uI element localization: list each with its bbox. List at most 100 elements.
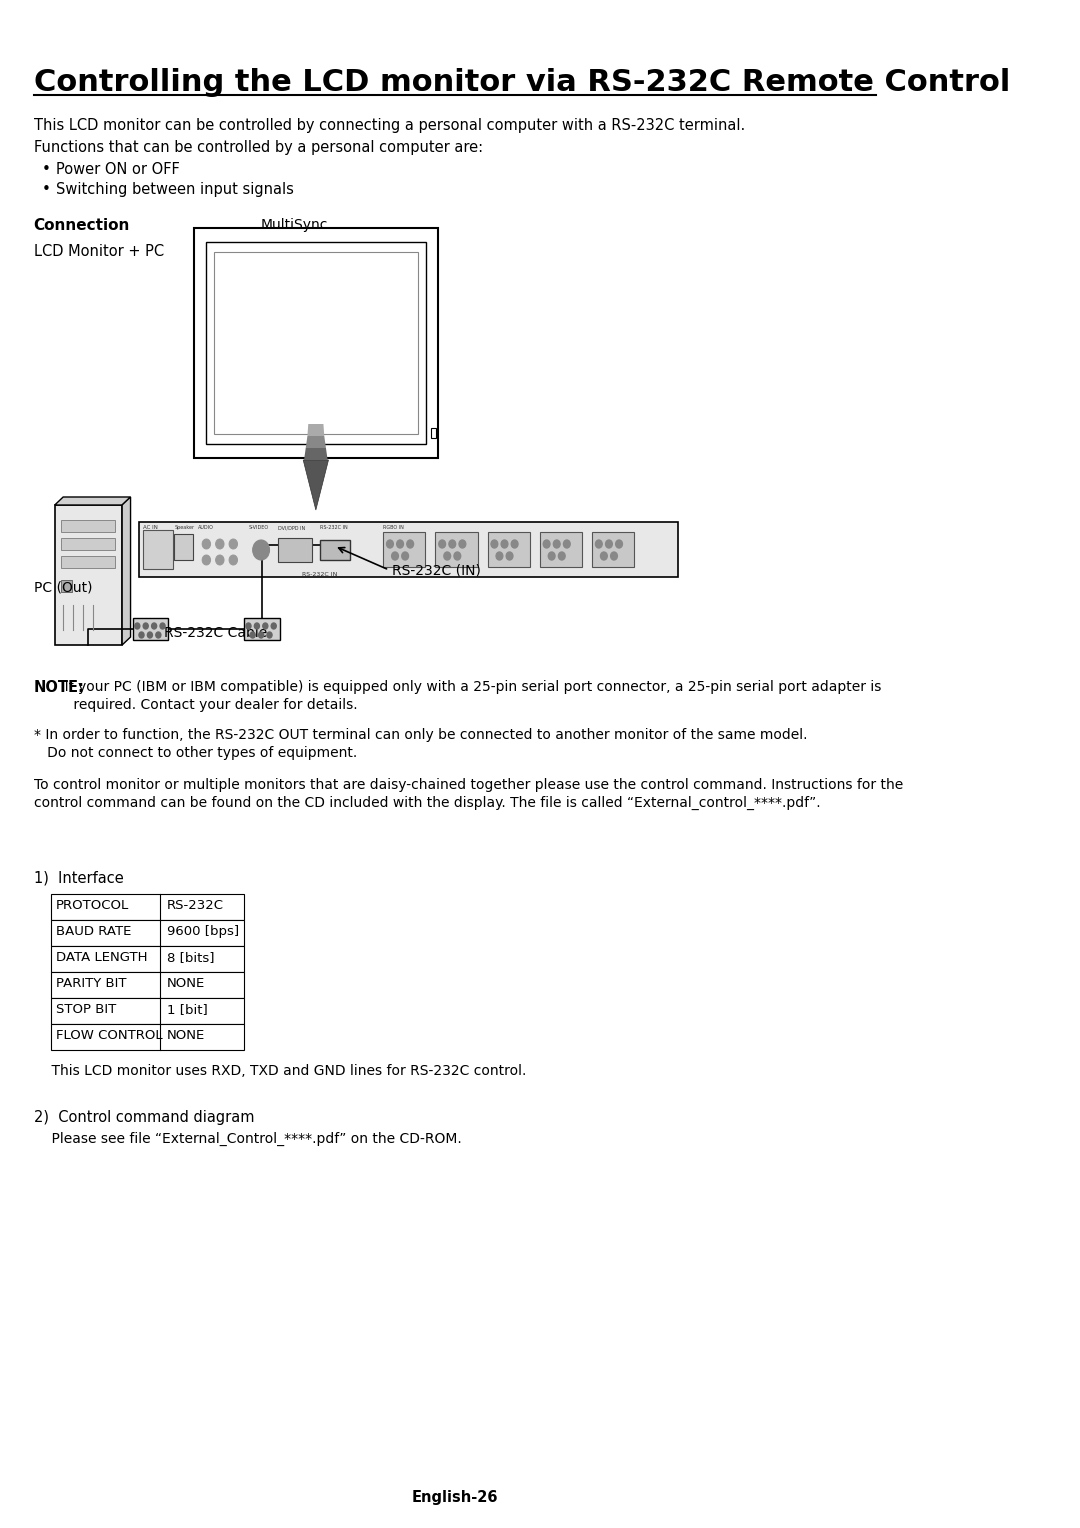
Bar (383, 532, 426, 567)
Bar (488, 532, 530, 567)
Circle shape (151, 623, 157, 630)
Circle shape (549, 552, 555, 559)
Bar (320, 539, 350, 559)
Circle shape (262, 623, 268, 630)
Circle shape (229, 555, 238, 565)
Text: RS-232C IN: RS-232C IN (302, 571, 338, 578)
Bar (51, 946, 244, 972)
Text: Do not connect to other types of equipment.: Do not connect to other types of equipme… (33, 746, 356, 759)
Circle shape (396, 539, 404, 549)
Bar (193, 228, 438, 458)
Circle shape (216, 555, 224, 565)
Text: BAUD RATE: BAUD RATE (55, 924, 131, 938)
Text: NONE: NONE (166, 976, 205, 990)
Text: DVI/DPD IN: DVI/DPD IN (278, 526, 306, 530)
Text: Controlling the LCD monitor via RS-232C Remote Control: Controlling the LCD monitor via RS-232C … (33, 69, 1010, 96)
Circle shape (438, 539, 446, 549)
Text: STOP BIT: STOP BIT (55, 1002, 116, 1016)
Text: RS-232C IN: RS-232C IN (320, 526, 348, 530)
Circle shape (144, 623, 148, 630)
Text: NONE: NONE (166, 1028, 205, 1042)
Text: * In order to function, the RS-232C OUT terminal can only be connected to anothe: * In order to function, the RS-232C OUT … (33, 727, 807, 743)
Text: PC (Out): PC (Out) (33, 581, 92, 594)
Bar (435, 532, 477, 567)
Circle shape (595, 539, 603, 549)
Text: 1 [bit]: 1 [bit] (166, 1002, 207, 1016)
Circle shape (135, 623, 139, 630)
Text: LCD Monitor + PC: LCD Monitor + PC (33, 244, 164, 260)
Polygon shape (306, 435, 326, 448)
Text: PARITY BIT: PARITY BIT (55, 976, 126, 990)
Circle shape (558, 552, 565, 559)
Polygon shape (55, 497, 131, 504)
Circle shape (251, 633, 255, 639)
Text: Please see file “External_Control_****.pdf” on the CD-ROM.: Please see file “External_Control_****.p… (33, 1132, 461, 1146)
Bar (62, 581, 71, 591)
Text: Functions that can be controlled by a personal computer are:: Functions that can be controlled by a pe… (33, 141, 483, 154)
Circle shape (553, 539, 561, 549)
Polygon shape (303, 460, 328, 510)
Circle shape (616, 539, 622, 549)
Bar (51, 1024, 244, 1050)
Text: 9600 [bps]: 9600 [bps] (166, 924, 239, 938)
Text: 2)  Control command diagram: 2) Control command diagram (33, 1109, 254, 1125)
Bar (51, 998, 244, 1024)
Text: AC IN: AC IN (144, 526, 158, 530)
Bar (174, 533, 193, 559)
Circle shape (449, 539, 456, 549)
Circle shape (392, 552, 399, 559)
Circle shape (267, 633, 272, 639)
Text: 1)  Interface: 1) Interface (33, 869, 123, 885)
Circle shape (229, 539, 238, 549)
Text: To control monitor or multiple monitors that are daisy-chained together please u: To control monitor or multiple monitors … (33, 778, 903, 792)
Bar (205, 241, 427, 445)
Bar (431, 428, 436, 439)
Bar (51, 920, 244, 946)
Text: NOTE:: NOTE: (33, 680, 84, 695)
Text: MultiSync: MultiSync (261, 219, 328, 232)
Text: Switching between input signals: Switching between input signals (55, 182, 294, 197)
Text: AUDIO: AUDIO (198, 526, 214, 530)
Text: This LCD monitor uses RXD, TXD and GND lines for RS-232C control.: This LCD monitor uses RXD, TXD and GND l… (33, 1063, 526, 1077)
Circle shape (444, 552, 450, 559)
Circle shape (491, 539, 498, 549)
Circle shape (202, 555, 211, 565)
Text: RS-232C: RS-232C (166, 898, 224, 912)
Text: Connection: Connection (33, 219, 130, 232)
Text: required. Contact your dealer for details.: required. Contact your dealer for detail… (33, 698, 357, 712)
Text: S-VIDEO: S-VIDEO (248, 526, 269, 530)
Circle shape (147, 633, 152, 639)
Text: RS-232C (IN): RS-232C (IN) (392, 562, 481, 578)
Circle shape (160, 623, 165, 630)
Circle shape (543, 539, 550, 549)
Circle shape (600, 552, 607, 559)
Circle shape (253, 539, 270, 559)
Text: control command can be found on the CD included with the display. The file is ca: control command can be found on the CD i… (33, 796, 821, 810)
Bar (62, 556, 116, 568)
Circle shape (454, 552, 461, 559)
Bar (144, 530, 173, 568)
Circle shape (407, 539, 414, 549)
Circle shape (156, 633, 161, 639)
Text: •: • (42, 162, 51, 177)
Bar (540, 532, 582, 567)
Polygon shape (122, 497, 131, 645)
Text: RGBO IN: RGBO IN (383, 526, 404, 530)
Text: Power ON or OFF: Power ON or OFF (55, 162, 179, 177)
Circle shape (564, 539, 570, 549)
Polygon shape (308, 423, 324, 435)
Text: DATA LENGTH: DATA LENGTH (55, 950, 147, 964)
Circle shape (246, 623, 251, 630)
Text: This LCD monitor can be controlled by connecting a personal computer with a RS-2: This LCD monitor can be controlled by co… (33, 118, 745, 133)
Circle shape (139, 633, 144, 639)
Circle shape (511, 539, 518, 549)
Text: Speaker: Speaker (174, 526, 194, 530)
Text: FLOW CONTROL: FLOW CONTROL (55, 1028, 162, 1042)
Circle shape (387, 539, 393, 549)
Bar (592, 532, 634, 567)
Bar (51, 894, 244, 920)
Bar (244, 617, 280, 640)
Circle shape (216, 539, 224, 549)
Circle shape (202, 539, 211, 549)
Bar (214, 252, 418, 434)
